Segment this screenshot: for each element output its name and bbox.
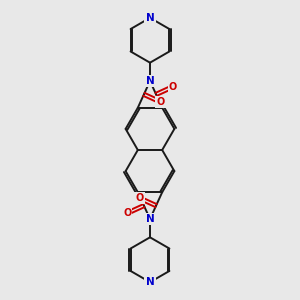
Text: O: O <box>123 208 131 218</box>
Text: O: O <box>156 97 165 107</box>
Text: O: O <box>135 193 144 203</box>
Text: N: N <box>146 214 154 224</box>
Text: N: N <box>146 76 154 86</box>
Text: N: N <box>146 277 154 287</box>
Text: N: N <box>146 13 154 23</box>
Text: O: O <box>169 82 177 92</box>
